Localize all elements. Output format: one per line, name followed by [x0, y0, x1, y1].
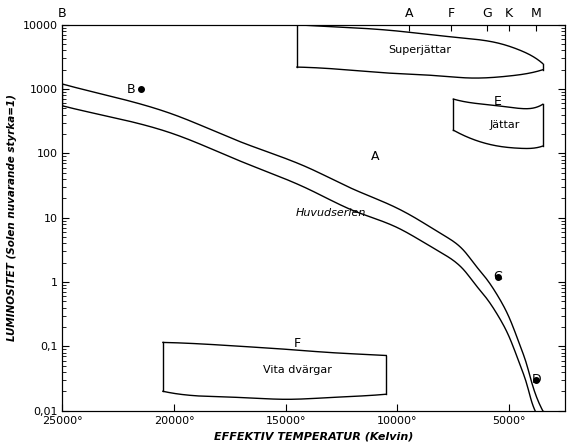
Text: F: F [293, 337, 300, 350]
Text: D: D [531, 374, 541, 387]
X-axis label: EFFEKTIV TEMPERATUR (Kelvin): EFFEKTIV TEMPERATUR (Kelvin) [214, 431, 414, 441]
Text: A: A [371, 150, 379, 163]
Text: E: E [494, 95, 502, 108]
Text: Superjättar: Superjättar [388, 45, 451, 56]
Text: Huvudserien: Huvudserien [295, 207, 366, 218]
Y-axis label: LUMINOSITET (Solen nuvarande styrka=1): LUMINOSITET (Solen nuvarande styrka=1) [7, 94, 17, 341]
Text: Vita dvärgar: Vita dvärgar [263, 365, 331, 375]
Text: C: C [494, 271, 502, 284]
Text: B: B [127, 82, 136, 95]
Text: Jättar: Jättar [490, 120, 520, 129]
